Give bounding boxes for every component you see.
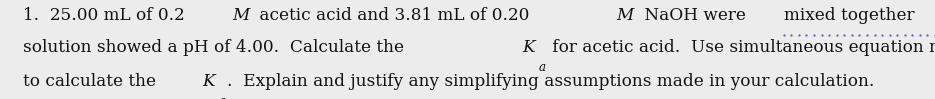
Text: NaOH were: NaOH were: [639, 7, 751, 24]
Text: M: M: [232, 7, 250, 24]
Text: solution showed a pH of 4.00.  Calculate the: solution showed a pH of 4.00. Calculate …: [23, 40, 410, 56]
Text: for acetic acid.  Use simultaneous equation method: for acetic acid. Use simultaneous equati…: [547, 40, 935, 56]
Text: 1.  25.00 mL of 0.2: 1. 25.00 mL of 0.2: [23, 7, 185, 24]
Text: mixed together: mixed together: [784, 7, 914, 24]
Text: a: a: [218, 95, 225, 99]
Text: K: K: [202, 73, 214, 90]
Text: K: K: [522, 40, 535, 56]
Text: .  Explain and justify any simplifying assumptions made in your calculation.: . Explain and justify any simplifying as…: [227, 73, 875, 90]
Text: a: a: [539, 61, 545, 74]
Text: M: M: [616, 7, 634, 24]
Text: to calculate the: to calculate the: [23, 73, 162, 90]
Text: acetic acid and 3.81 mL of 0.20: acetic acid and 3.81 mL of 0.20: [254, 7, 535, 24]
